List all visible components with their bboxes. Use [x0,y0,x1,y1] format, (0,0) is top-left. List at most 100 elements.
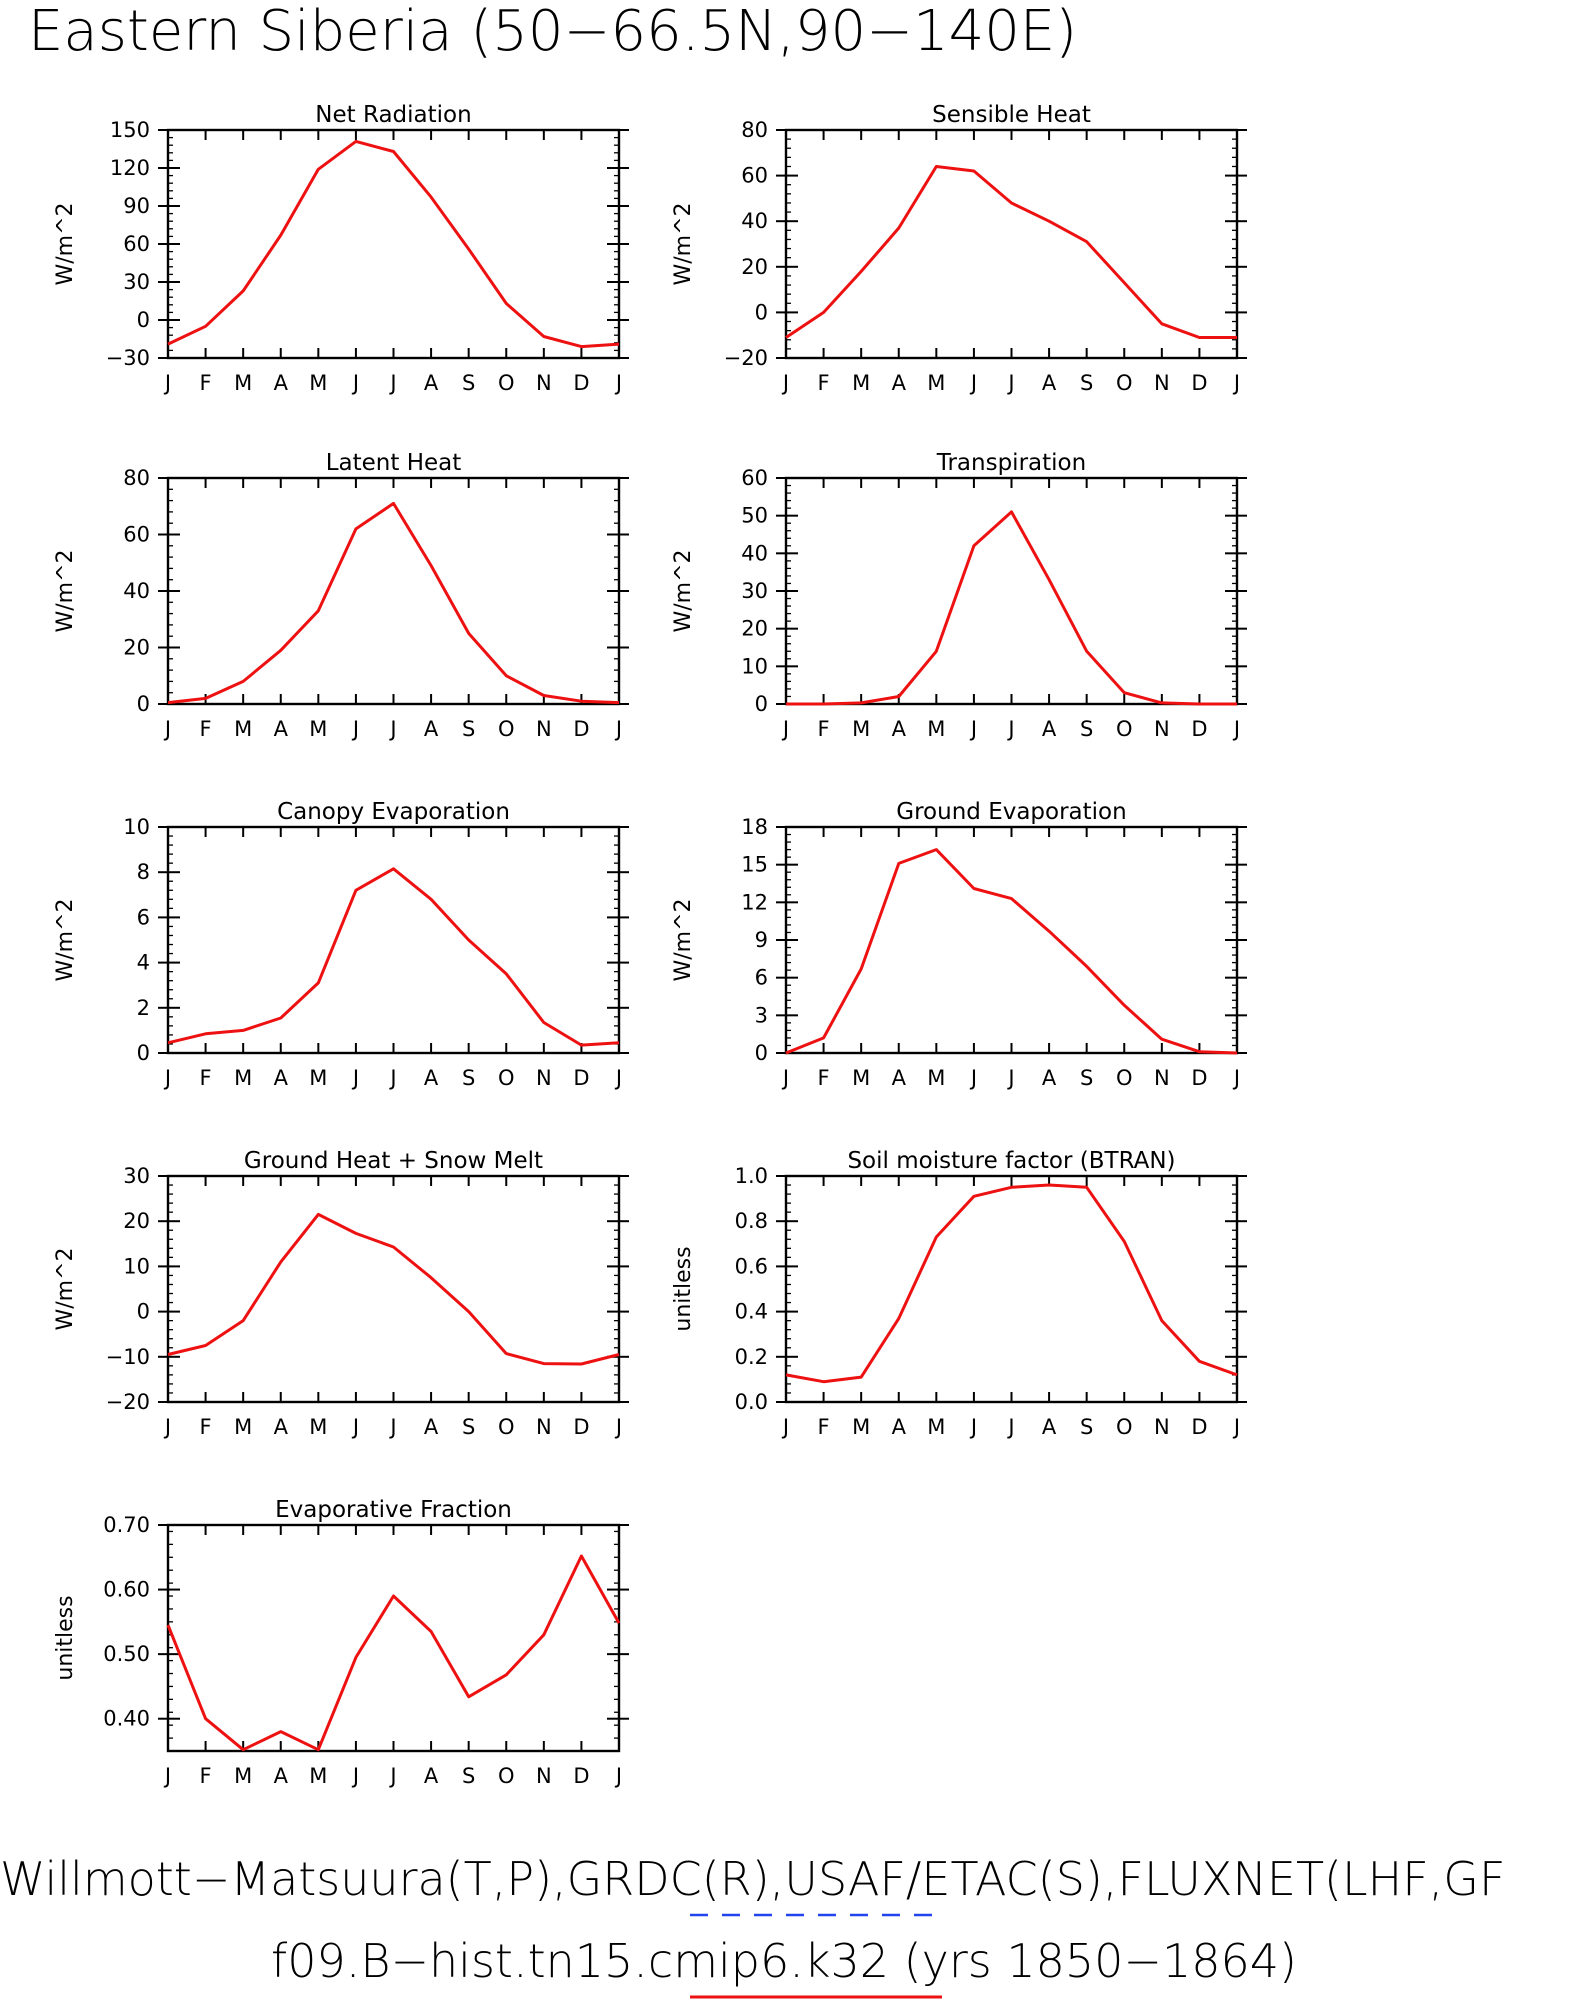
x-tick-label: M [309,371,327,395]
y-tick-label: 60 [123,523,150,547]
y-tick-label: 20 [741,617,768,641]
x-tick-label: J [614,1415,622,1439]
x-tick-label: S [1080,717,1093,741]
x-tick-label: M [234,1415,252,1439]
plot-frame [166,825,621,1055]
plot-frame [784,128,1239,360]
x-tick-label: F [200,371,212,395]
y-tick-label: 0 [755,300,768,324]
x-tick-label: M [927,1415,945,1439]
x-tick-label: D [1191,717,1207,741]
x-tick-label: O [498,371,515,395]
y-tick-label: 0.6 [735,1254,768,1278]
plot-frame [784,825,1239,1055]
x-tick-label: O [1116,717,1133,741]
x-tick-label: F [200,717,212,741]
x-tick-label: J [614,371,622,395]
x-tick-label: N [1154,1066,1170,1090]
x-tick-label: O [498,1415,515,1439]
series-line [167,1212,620,1366]
x-tick-label: A [274,717,289,741]
series-line [166,1554,621,1752]
y-axis-label: W/m^2 [671,202,696,285]
x-tick-label: O [1116,371,1133,395]
series-line [785,165,1237,339]
y-tick-label: 10 [123,815,150,839]
y-axis-label: W/m^2 [53,549,78,632]
x-tick-label: A [274,1066,289,1090]
x-tick-label: F [818,1066,830,1090]
x-tick-label: J [614,717,622,741]
x-tick-label: J [969,371,977,395]
x-tick-label: D [573,1066,589,1090]
x-tick-label: M [927,717,945,741]
y-tick-label: 0.70 [103,1513,150,1537]
panel-title: Evaporative Fraction [275,1497,512,1523]
x-tick-label: J [1232,1066,1240,1090]
x-tick-label: A [1042,717,1057,741]
y-tick-label: 6 [755,966,768,990]
plot-frame [166,476,621,706]
x-tick-label: M [309,1764,327,1788]
x-tick-label: J [969,717,977,741]
y-tick-label: 0.40 [103,1707,150,1731]
x-tick-label: A [1042,1415,1057,1439]
y-tick-label: 20 [741,255,768,279]
x-tick-label: M [309,717,327,741]
y-tick-label: 0 [755,692,768,716]
y-tick-label: 40 [741,209,768,233]
panel-title: Ground Heat + Snow Melt [244,1148,543,1174]
x-tick-label: M [234,1764,252,1788]
x-tick-label: J [388,371,396,395]
x-tick-label: S [1080,371,1093,395]
y-tick-label: 30 [123,270,150,294]
x-tick-label: J [969,1066,977,1090]
y-tick-label: −20 [724,346,768,370]
x-tick-label: M [852,1066,870,1090]
panel-title: Canopy Evaporation [277,799,510,825]
x-tick-label: D [573,1764,589,1788]
x-tick-label: N [536,1066,552,1090]
x-tick-label: F [200,1415,212,1439]
x-tick-label: S [462,1415,475,1439]
x-tick-label: J [969,1415,977,1439]
x-tick-label: M [852,1415,870,1439]
y-tick-label: 0 [137,1300,150,1324]
plot-frame [166,1174,621,1404]
y-tick-label: 20 [123,636,150,660]
x-tick-label: A [892,371,907,395]
panel-title: Latent Heat [326,450,462,476]
y-tick-label: 0.60 [103,1578,150,1602]
y-tick-label: 1.0 [735,1164,768,1188]
y-tick-label: 12 [741,890,768,914]
x-tick-label: D [1191,1415,1207,1439]
y-tick-label: 10 [123,1254,150,1278]
y-tick-label: 10 [741,654,768,678]
x-tick-label: S [462,717,475,741]
x-tick-label: F [818,371,830,395]
x-tick-label: S [1080,1066,1093,1090]
x-tick-label: F [200,1066,212,1090]
y-tick-label: 8 [137,860,150,884]
plot-frame [784,1174,1239,1404]
x-tick-label: J [781,1415,789,1439]
x-tick-label: J [614,1066,622,1090]
x-tick-label: J [1232,1415,1240,1439]
panel-title: Soil moisture factor (BTRAN) [847,1148,1175,1174]
y-tick-label: 2 [137,996,150,1020]
x-tick-label: M [234,717,252,741]
panel-title: Net Radiation [315,102,471,128]
x-tick-label: D [573,1415,589,1439]
x-tick-label: A [274,1415,289,1439]
y-axis-label: W/m^2 [53,898,78,981]
x-tick-label: J [781,1066,789,1090]
x-tick-label: M [852,717,870,741]
x-tick-label: J [163,1066,171,1090]
x-tick-label: J [351,717,359,741]
x-tick-label: M [234,371,252,395]
